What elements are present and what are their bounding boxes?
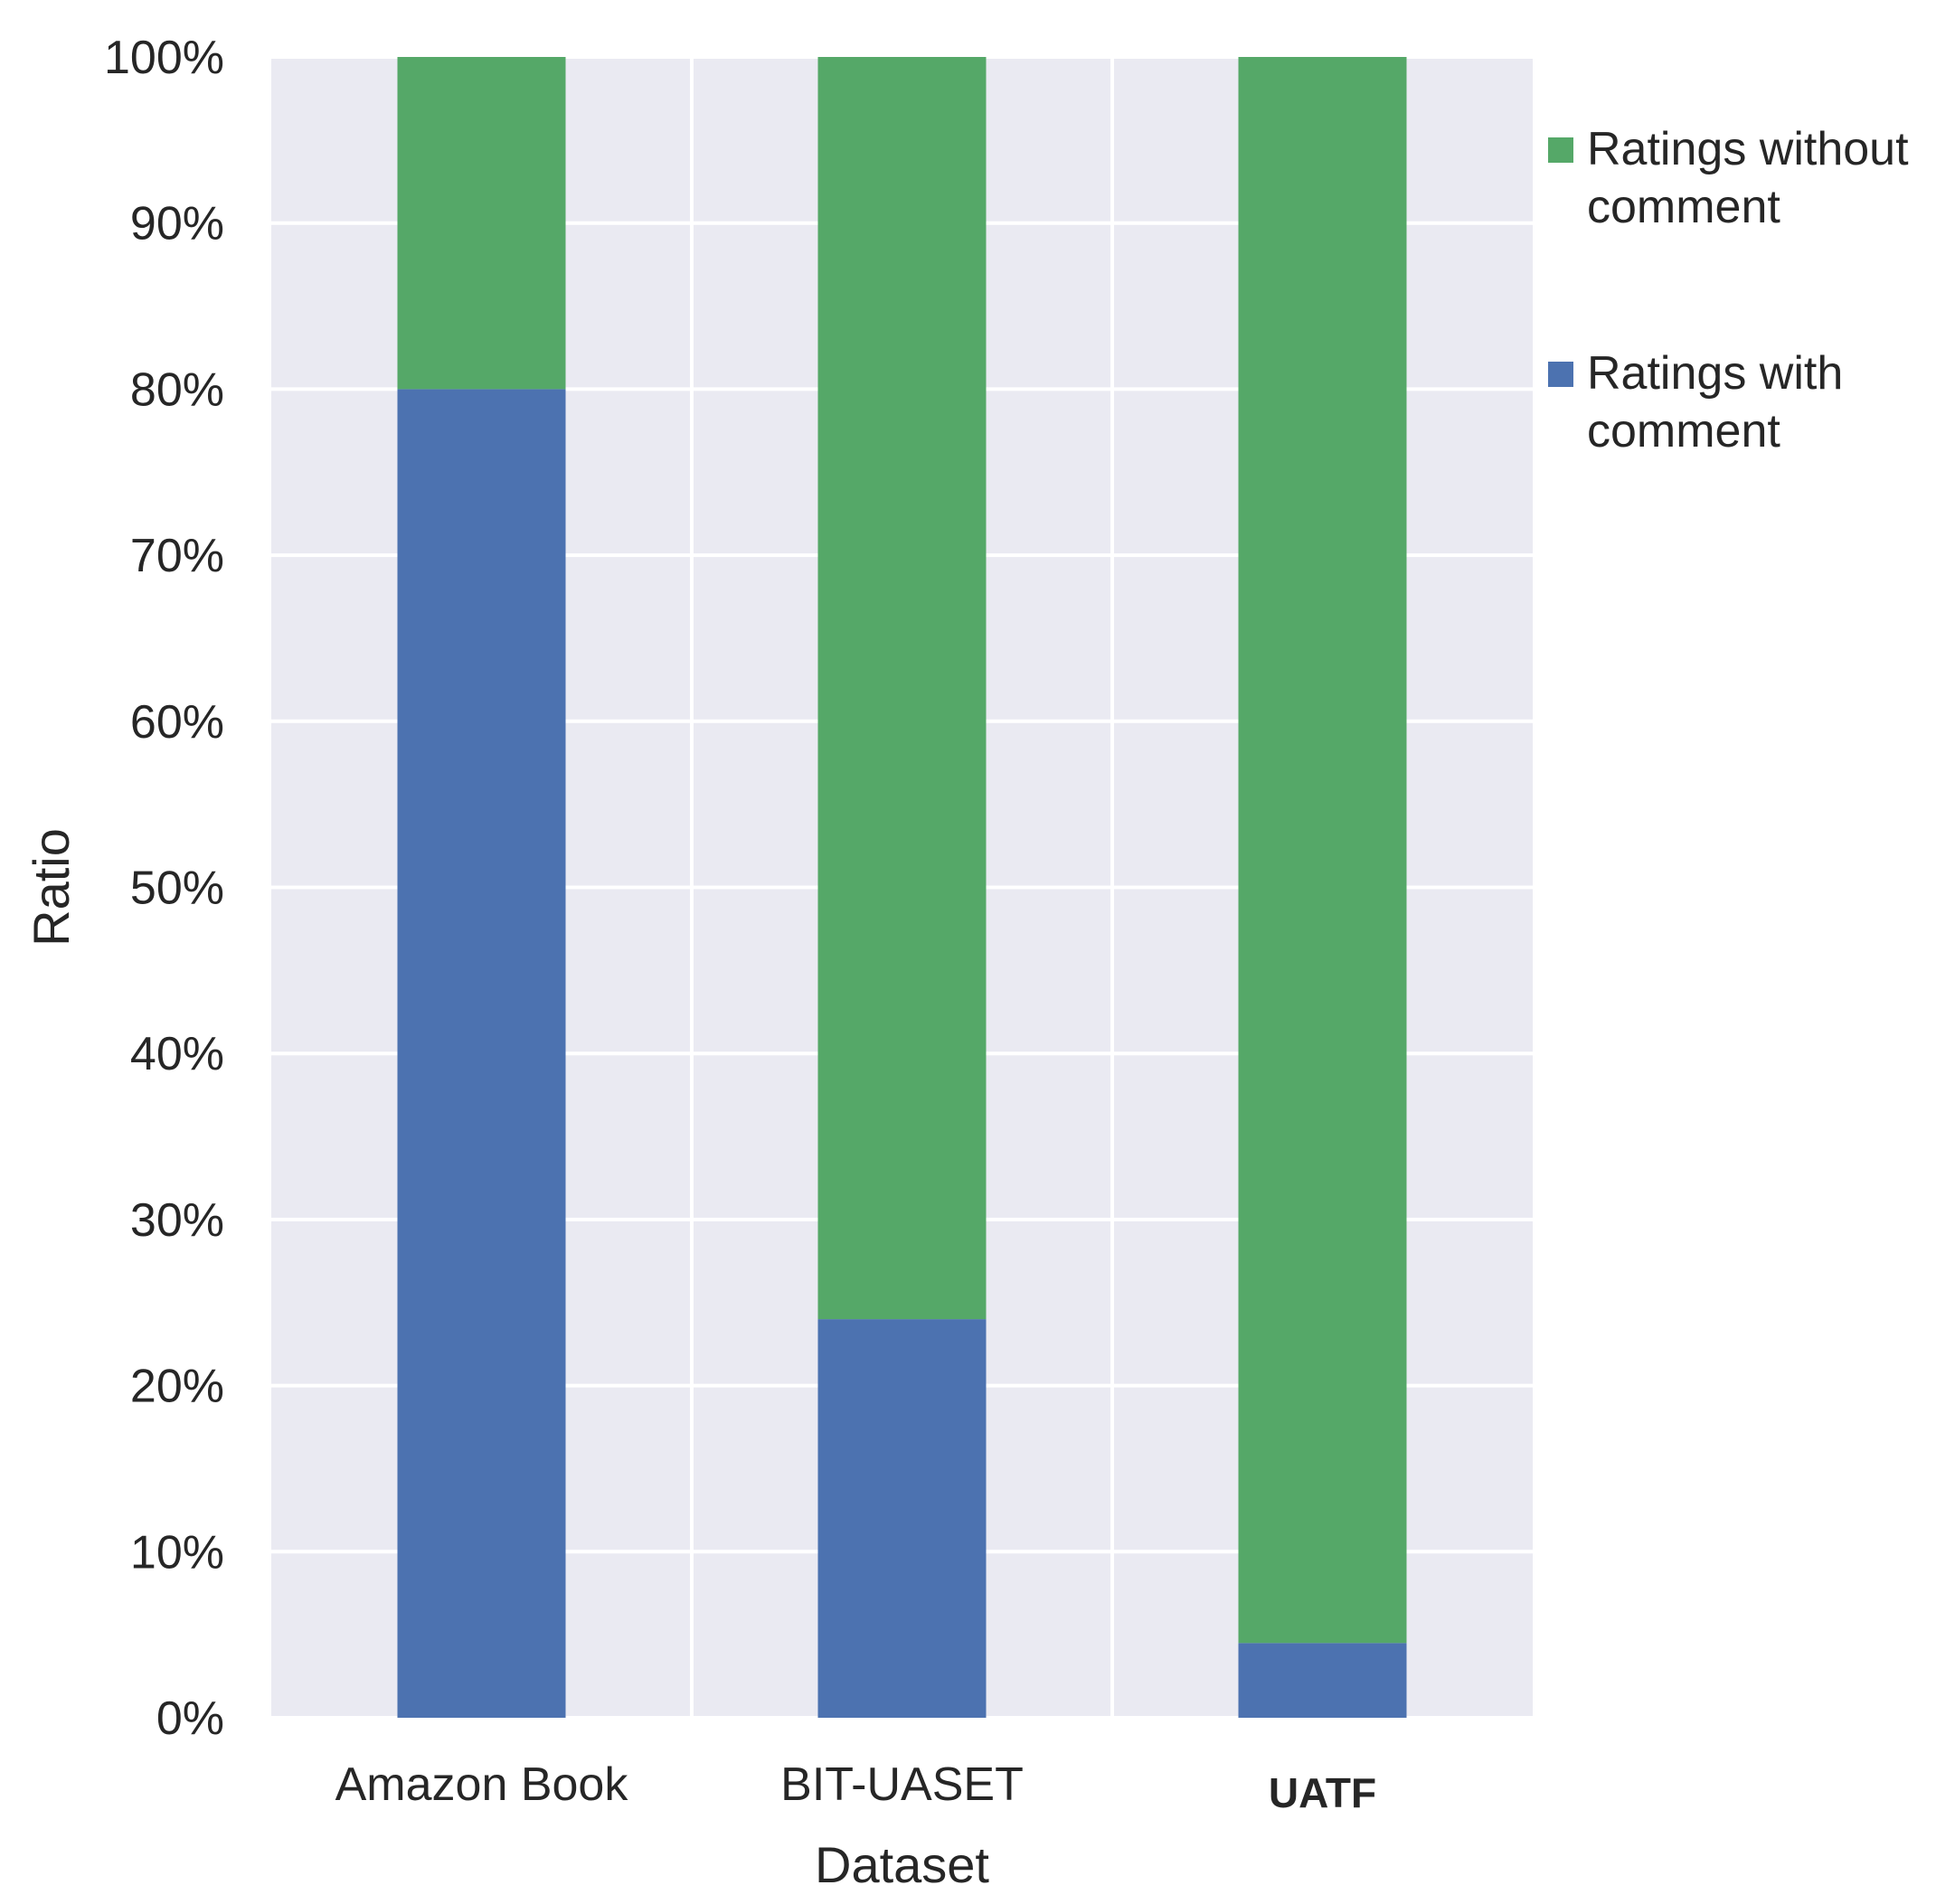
y-tick-label: 90% — [130, 198, 224, 250]
y-tick-label: 80% — [130, 363, 224, 416]
bar-segment-with-comment — [397, 389, 566, 1718]
y-tick-label: 10% — [130, 1526, 224, 1579]
legend-swatch — [1548, 137, 1573, 163]
y-tick-label: 60% — [130, 696, 224, 749]
legend-label: comment — [1587, 181, 1780, 233]
y-tick-label: 20% — [130, 1361, 224, 1413]
y-tick-label: 70% — [130, 530, 224, 582]
bars — [397, 57, 1407, 1718]
x-category-label: BIT-UASET — [780, 1758, 1024, 1811]
y-tick-labels: 0% 10% 20% 30% 40% 50% 60% 70% 80% 90% 100% — [104, 32, 224, 1745]
bar-segment-without-comment — [397, 57, 566, 390]
legend-label: Ratings without — [1587, 123, 1909, 175]
y-tick-label: 50% — [130, 862, 224, 915]
legend-label: comment — [1587, 405, 1780, 457]
x-axis-title: Dataset — [815, 1836, 989, 1893]
y-tick-label: 40% — [130, 1028, 224, 1080]
x-category-label: UATF — [1269, 1769, 1376, 1816]
y-tick-label: 30% — [130, 1194, 224, 1247]
y-tick-label: 100% — [104, 32, 224, 84]
y-axis-title: Ratio — [23, 828, 80, 947]
x-category-labels: Amazon Book BIT-UASET UATF — [335, 1758, 1376, 1816]
bar-segment-with-comment — [817, 1319, 987, 1718]
legend-swatch — [1548, 362, 1573, 387]
bar-segment-with-comment — [1238, 1643, 1407, 1718]
legend-label: Ratings with — [1587, 347, 1843, 400]
y-tick-label: 0% — [156, 1692, 224, 1745]
bar-segment-without-comment — [817, 57, 987, 1320]
x-category-label: Amazon Book — [335, 1758, 629, 1811]
bar-segment-without-comment — [1238, 57, 1407, 1644]
